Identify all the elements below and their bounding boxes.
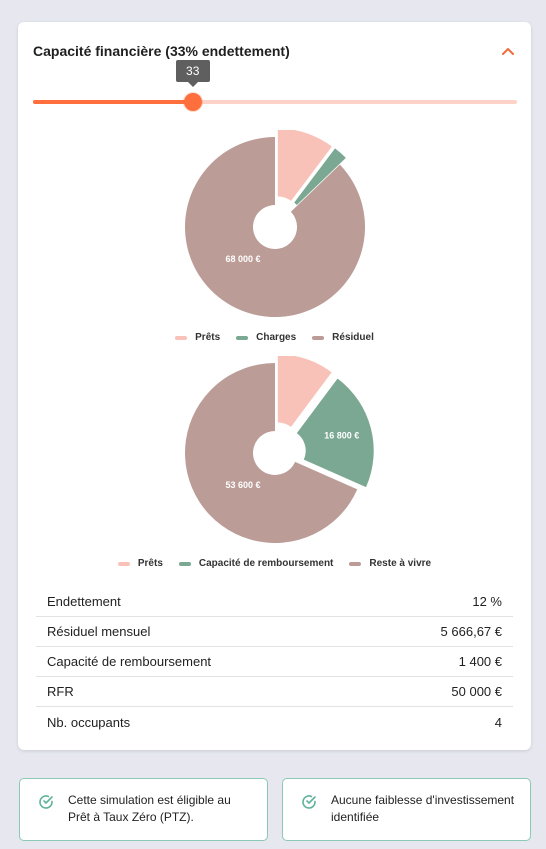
legend-label: Prêts xyxy=(137,558,163,569)
row-value: 1 400 € xyxy=(458,654,502,669)
legend-swatch xyxy=(312,335,325,340)
pie-data-label: 16 800 € xyxy=(324,430,359,440)
pie-chart-1: 68 000 € Prêts Charges Résiduel xyxy=(18,130,531,343)
legend-item-prets[interactable]: Prêts xyxy=(175,332,220,343)
legend-label: Reste à vivre xyxy=(369,558,432,569)
ptz-eligibility-notice: Cette simulation est éligible au Prêt à … xyxy=(19,778,268,841)
pie-slice-reste-a-vivre xyxy=(184,363,357,543)
pie-slice-charges xyxy=(293,148,346,206)
legend-swatch xyxy=(349,561,362,566)
summary-table: Endettement 12 % Résiduel mensuel 5 666,67 … xyxy=(36,587,513,737)
ptz-notice-text: Cette simulation est éligible au Prêt à … xyxy=(68,793,231,824)
pie-chart-1-svg: 68 000 € xyxy=(184,130,365,317)
row-label: RFR xyxy=(47,684,74,699)
table-row: RFR 50 000 € xyxy=(36,677,513,707)
pie-slice-prets xyxy=(277,130,332,201)
legend-swatch xyxy=(175,335,188,340)
debt-ratio-slider[interactable]: 33 xyxy=(33,60,517,128)
legend-item-capacite-de-remboursement[interactable]: Capacité de remboursement xyxy=(178,558,334,569)
check-circle-icon xyxy=(301,794,317,810)
card-header[interactable]: Capacité financière (33% endettement) xyxy=(33,42,516,62)
weakness-notice-text: Aucune faiblesse d'investissement identi… xyxy=(331,793,515,824)
pie-slice-prets xyxy=(277,356,332,427)
row-label: Résiduel mensuel xyxy=(47,624,151,639)
legend-item-residuel[interactable]: Résiduel xyxy=(312,332,374,343)
pie-slice-residuel xyxy=(184,137,365,317)
slider-thumb[interactable] xyxy=(183,93,202,111)
legend-item-reste-a-vivre[interactable]: Reste à vivre xyxy=(349,558,431,569)
legend-item-prets[interactable]: Prêts xyxy=(117,558,163,569)
table-row: Endettement 12 % xyxy=(36,587,513,617)
row-label: Nb. occupants xyxy=(47,714,131,730)
pie-chart-2-svg: 16 800 € 53 600 € xyxy=(184,356,374,543)
pie-chart-1-legend: Prêts Charges Résiduel xyxy=(18,332,531,343)
financial-capacity-card: Capacité financière (33% endettement) 33… xyxy=(18,22,531,750)
row-value: 50 000 € xyxy=(451,684,502,699)
legend-label: Prêts xyxy=(195,332,221,343)
pie-slice-capacite-de-remboursement xyxy=(296,378,374,488)
row-label: Capacité de remboursement xyxy=(47,654,212,669)
investment-weakness-notice: Aucune faiblesse d'investissement identi… xyxy=(282,778,531,841)
table-row: Résiduel mensuel 5 666,67 € xyxy=(36,617,513,647)
slider-track-fill xyxy=(33,100,193,104)
chevron-up-icon[interactable] xyxy=(500,42,516,60)
row-value: 12 % xyxy=(472,594,502,609)
card-title: Capacité financière (33% endettement) xyxy=(33,43,290,59)
legend-label: Charges xyxy=(256,332,297,343)
legend-label: Capacité de remboursement xyxy=(198,558,334,569)
slider-tooltip: 33 xyxy=(175,60,210,87)
check-circle-icon xyxy=(38,794,54,810)
table-row: Nb. occupants 4 xyxy=(36,707,513,737)
legend-swatch xyxy=(117,561,130,566)
pie-data-label: 53 600 € xyxy=(225,480,260,490)
row-value: 5 666,67 € xyxy=(440,624,502,639)
legend-swatch xyxy=(178,561,191,566)
legend-item-charges[interactable]: Charges xyxy=(236,332,296,343)
pie-data-label: 68 000 € xyxy=(225,254,260,264)
pie-chart-2-legend: Prêts Capacité de remboursement Reste à vi… xyxy=(18,558,531,569)
table-row: Capacité de remboursement 1 400 € xyxy=(36,647,513,677)
pie-chart-2: 16 800 € 53 600 € Prêts Capacité de rembou… xyxy=(18,356,531,569)
legend-swatch xyxy=(236,335,249,340)
row-value: 4 xyxy=(494,714,502,730)
legend-label: Résiduel xyxy=(332,332,374,343)
row-label: Endettement xyxy=(47,594,121,609)
slider-track[interactable] xyxy=(33,100,517,104)
